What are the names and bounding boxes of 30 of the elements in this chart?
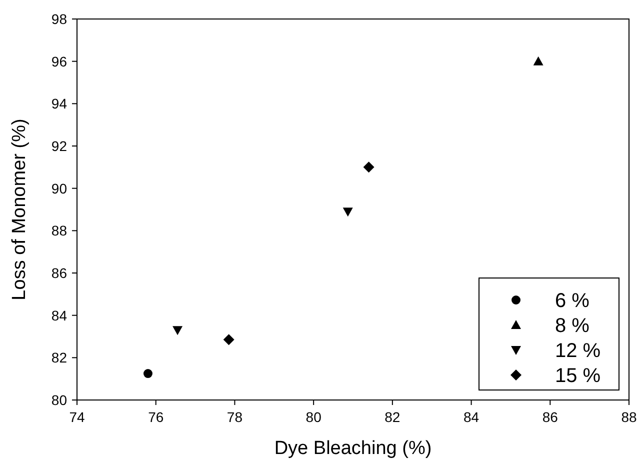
y-tick-label: 88 bbox=[51, 222, 68, 239]
legend-label: 8 % bbox=[555, 315, 590, 337]
x-tick-label: 86 bbox=[542, 409, 558, 425]
legend-label: 12 % bbox=[555, 340, 601, 362]
point bbox=[172, 326, 183, 336]
x-tick-label: 74 bbox=[69, 409, 85, 425]
y-tick-label: 86 bbox=[51, 265, 68, 281]
point bbox=[363, 162, 374, 173]
y-tick-label: 80 bbox=[51, 392, 68, 408]
y-tick-label: 90 bbox=[51, 180, 68, 196]
x-tick-label: 82 bbox=[384, 409, 400, 425]
point bbox=[533, 56, 544, 66]
y-tick-label: 96 bbox=[51, 53, 68, 70]
point bbox=[223, 334, 234, 346]
x-tick-label: 78 bbox=[226, 409, 243, 425]
y-tick-label: 98 bbox=[51, 11, 68, 27]
x-tick-label: 76 bbox=[148, 409, 164, 425]
y-tick-label: 84 bbox=[51, 307, 68, 324]
x-tick-label: 88 bbox=[621, 409, 637, 425]
y-tick-label: 82 bbox=[51, 350, 68, 366]
x-tick-label: 80 bbox=[306, 409, 322, 425]
y-tick-label: 94 bbox=[51, 96, 68, 112]
x-axis-title: Dye Bleaching (%) bbox=[274, 438, 432, 459]
y-tick-label: 92 bbox=[51, 138, 68, 154]
y-axis-title: Loss of Monomer (%) bbox=[9, 118, 30, 300]
point bbox=[143, 369, 152, 378]
x-tick-label: 84 bbox=[463, 409, 480, 425]
point bbox=[342, 208, 353, 217]
legend-label: 6 % bbox=[555, 290, 590, 312]
legend-label: 15 % bbox=[555, 365, 601, 387]
